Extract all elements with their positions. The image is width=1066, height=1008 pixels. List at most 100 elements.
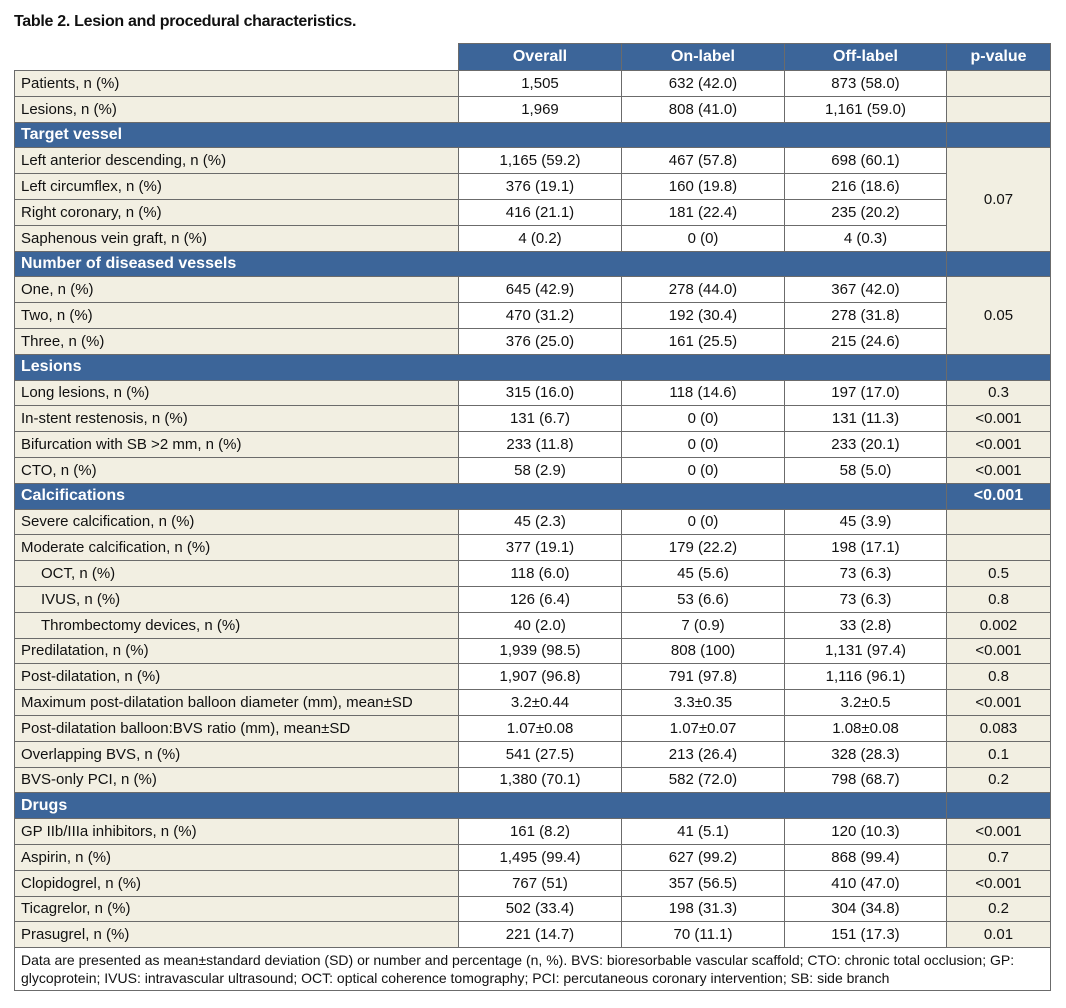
data-row: Saphenous vein graft, n (%) 4 (0.2) 0 (0) 4… (14, 224, 1051, 252)
data-row: Patients, n (%) 1,505 632 (42.0) 873 (58.0) (14, 70, 1051, 97)
value-cell: 53 (6.6) (621, 585, 785, 613)
data-row: Clopidogrel, n (%) 767 (51) 357 (56.5) 410 … (14, 869, 1051, 897)
p-value (946, 508, 1051, 536)
value-cell: 541 (27.5) (458, 740, 622, 768)
row-label: GP IIb/IIIa inhibitors, n (%) (14, 818, 459, 845)
value-cell: 0 (0) (621, 405, 785, 433)
section-p-value (946, 250, 1051, 278)
data-row: Right coronary, n (%) 416 (21.1) 181 (22.4… (14, 198, 1051, 226)
data-row: GP IIb/IIIa inhibitors, n (%) 161 (8.2) 41… (14, 818, 1051, 845)
value-cell: 376 (25.0) (458, 327, 622, 355)
value-cell: 216 (18.6) (784, 173, 947, 200)
p-value: 0.083 (946, 714, 1051, 742)
value-cell: 1,939 (98.5) (458, 637, 622, 665)
value-cell: 235 (20.2) (784, 198, 947, 226)
value-cell: 126 (6.4) (458, 585, 622, 613)
p-value: <0.001 (946, 818, 1051, 845)
value-cell: 45 (3.9) (784, 508, 947, 536)
value-cell: 278 (44.0) (621, 276, 785, 304)
value-cell: 181 (22.4) (621, 198, 785, 226)
row-label: Severe calcification, n (%) (14, 508, 459, 536)
section-row: Calcifications <0.001 (14, 482, 1051, 510)
value-cell: 151 (17.3) (784, 921, 947, 949)
value-cell: 698 (60.1) (784, 147, 947, 175)
value-cell: 767 (51) (458, 869, 622, 897)
value-cell: 118 (6.0) (458, 560, 622, 587)
header-row: Overall On-label Off-label p-value (14, 43, 1051, 71)
data-row: Post-dilatation, n (%) 1,907 (96.8) 791 (9… (14, 663, 1051, 691)
column-header: Overall (458, 43, 622, 71)
data-row: IVUS, n (%) 126 (6.4) 53 (6.6) 73 (6.3) 0.8 (14, 585, 1051, 613)
value-cell: 645 (42.9) (458, 276, 622, 304)
value-cell: 41 (5.1) (621, 818, 785, 845)
data-row: BVS-only PCI, n (%) 1,380 (70.1) 582 (72.0… (14, 766, 1051, 794)
section-heading: Number of diseased vessels (14, 250, 947, 278)
data-row: Overlapping BVS, n (%) 541 (27.5) 213 (26.… (14, 740, 1051, 768)
p-value (946, 95, 1051, 123)
value-cell: 58 (5.0) (784, 456, 947, 484)
p-value: 0.2 (946, 766, 1051, 794)
value-cell: 161 (8.2) (458, 818, 622, 845)
p-value: 0.1 (946, 740, 1051, 768)
data-row: Left circumflex, n (%) 376 (19.1) 160 (19.… (14, 173, 1051, 200)
value-cell: 198 (17.1) (784, 534, 947, 562)
value-cell: 377 (19.1) (458, 534, 622, 562)
value-cell: 315 (16.0) (458, 379, 622, 407)
value-cell: 40 (2.0) (458, 611, 622, 639)
row-label: Maximum post-dilatation balloon diameter… (14, 689, 459, 716)
p-value: 0.7 (946, 843, 1051, 871)
value-cell: 376 (19.1) (458, 173, 622, 200)
data-row: Long lesions, n (%) 315 (16.0) 118 (14.6) 1… (14, 379, 1051, 407)
value-cell: 4 (0.3) (784, 224, 947, 252)
value-cell: 1.08±0.08 (784, 714, 947, 742)
value-cell: 278 (31.8) (784, 302, 947, 329)
value-cell: 582 (72.0) (621, 766, 785, 794)
data-row: OCT, n (%) 118 (6.0) 45 (5.6) 73 (6.3) 0.5 (14, 560, 1051, 587)
footnote: Data are presented as mean±standard devi… (14, 947, 1051, 992)
data-row: Bifurcation with SB >2 mm, n (%) 233 (11.… (14, 431, 1051, 458)
row-label: Bifurcation with SB >2 mm, n (%) (14, 431, 459, 458)
row-label: OCT, n (%) (14, 560, 459, 587)
table: Overall On-label Off-label p-value Patients… (14, 43, 1051, 992)
value-cell: 367 (42.0) (784, 276, 947, 304)
value-cell: 3.2±0.5 (784, 689, 947, 716)
value-cell: 131 (11.3) (784, 405, 947, 433)
value-cell: 179 (22.2) (621, 534, 785, 562)
value-cell: 73 (6.3) (784, 585, 947, 613)
value-cell: 410 (47.0) (784, 869, 947, 897)
table-title: Table 2. Lesion and procedural character… (14, 13, 357, 30)
data-row: Post-dilatation balloon:BVS ratio (mm), … (14, 714, 1051, 742)
row-label: Post-dilatation, n (%) (14, 663, 459, 691)
value-cell: 467 (57.8) (621, 147, 785, 175)
value-cell: 4 (0.2) (458, 224, 622, 252)
data-row: Predilatation, n (%) 1,939 (98.5) 808 (100… (14, 637, 1051, 665)
section-p-value (946, 121, 1051, 149)
section-heading: Calcifications (14, 482, 947, 510)
column-header: On-label (621, 43, 785, 71)
section-p-value (946, 353, 1051, 381)
data-row: In-stent restenosis, n (%) 131 (6.7) 0 (0)… (14, 405, 1051, 433)
p-value: <0.001 (946, 869, 1051, 897)
section-heading: Lesions (14, 353, 947, 381)
section-row: Drugs (14, 792, 1051, 820)
value-cell: 1.07±0.07 (621, 714, 785, 742)
value-cell: 1,161 (59.0) (784, 95, 947, 123)
value-cell: 0 (0) (621, 456, 785, 484)
value-cell: 1,131 (97.4) (784, 637, 947, 665)
row-label: Aspirin, n (%) (14, 843, 459, 871)
value-cell: 304 (34.8) (784, 895, 947, 923)
value-cell: 131 (6.7) (458, 405, 622, 433)
value-cell: 632 (42.0) (621, 70, 785, 97)
row-label: Predilatation, n (%) (14, 637, 459, 665)
row-label: Left anterior descending, n (%) (14, 147, 459, 175)
value-cell: 873 (58.0) (784, 70, 947, 97)
data-row: Aspirin, n (%) 1,495 (99.4) 627 (99.2) 868 … (14, 843, 1051, 871)
row-label: Two, n (%) (14, 302, 459, 329)
value-cell: 192 (30.4) (621, 302, 785, 329)
data-row: Three, n (%) 376 (25.0) 161 (25.5) 215 (24.… (14, 327, 1051, 355)
section-row: Number of diseased vessels (14, 250, 1051, 278)
section-row: Lesions (14, 353, 1051, 381)
value-cell: 868 (99.4) (784, 843, 947, 871)
p-value: <0.001 (946, 431, 1051, 458)
column-header: p-value (946, 43, 1051, 71)
